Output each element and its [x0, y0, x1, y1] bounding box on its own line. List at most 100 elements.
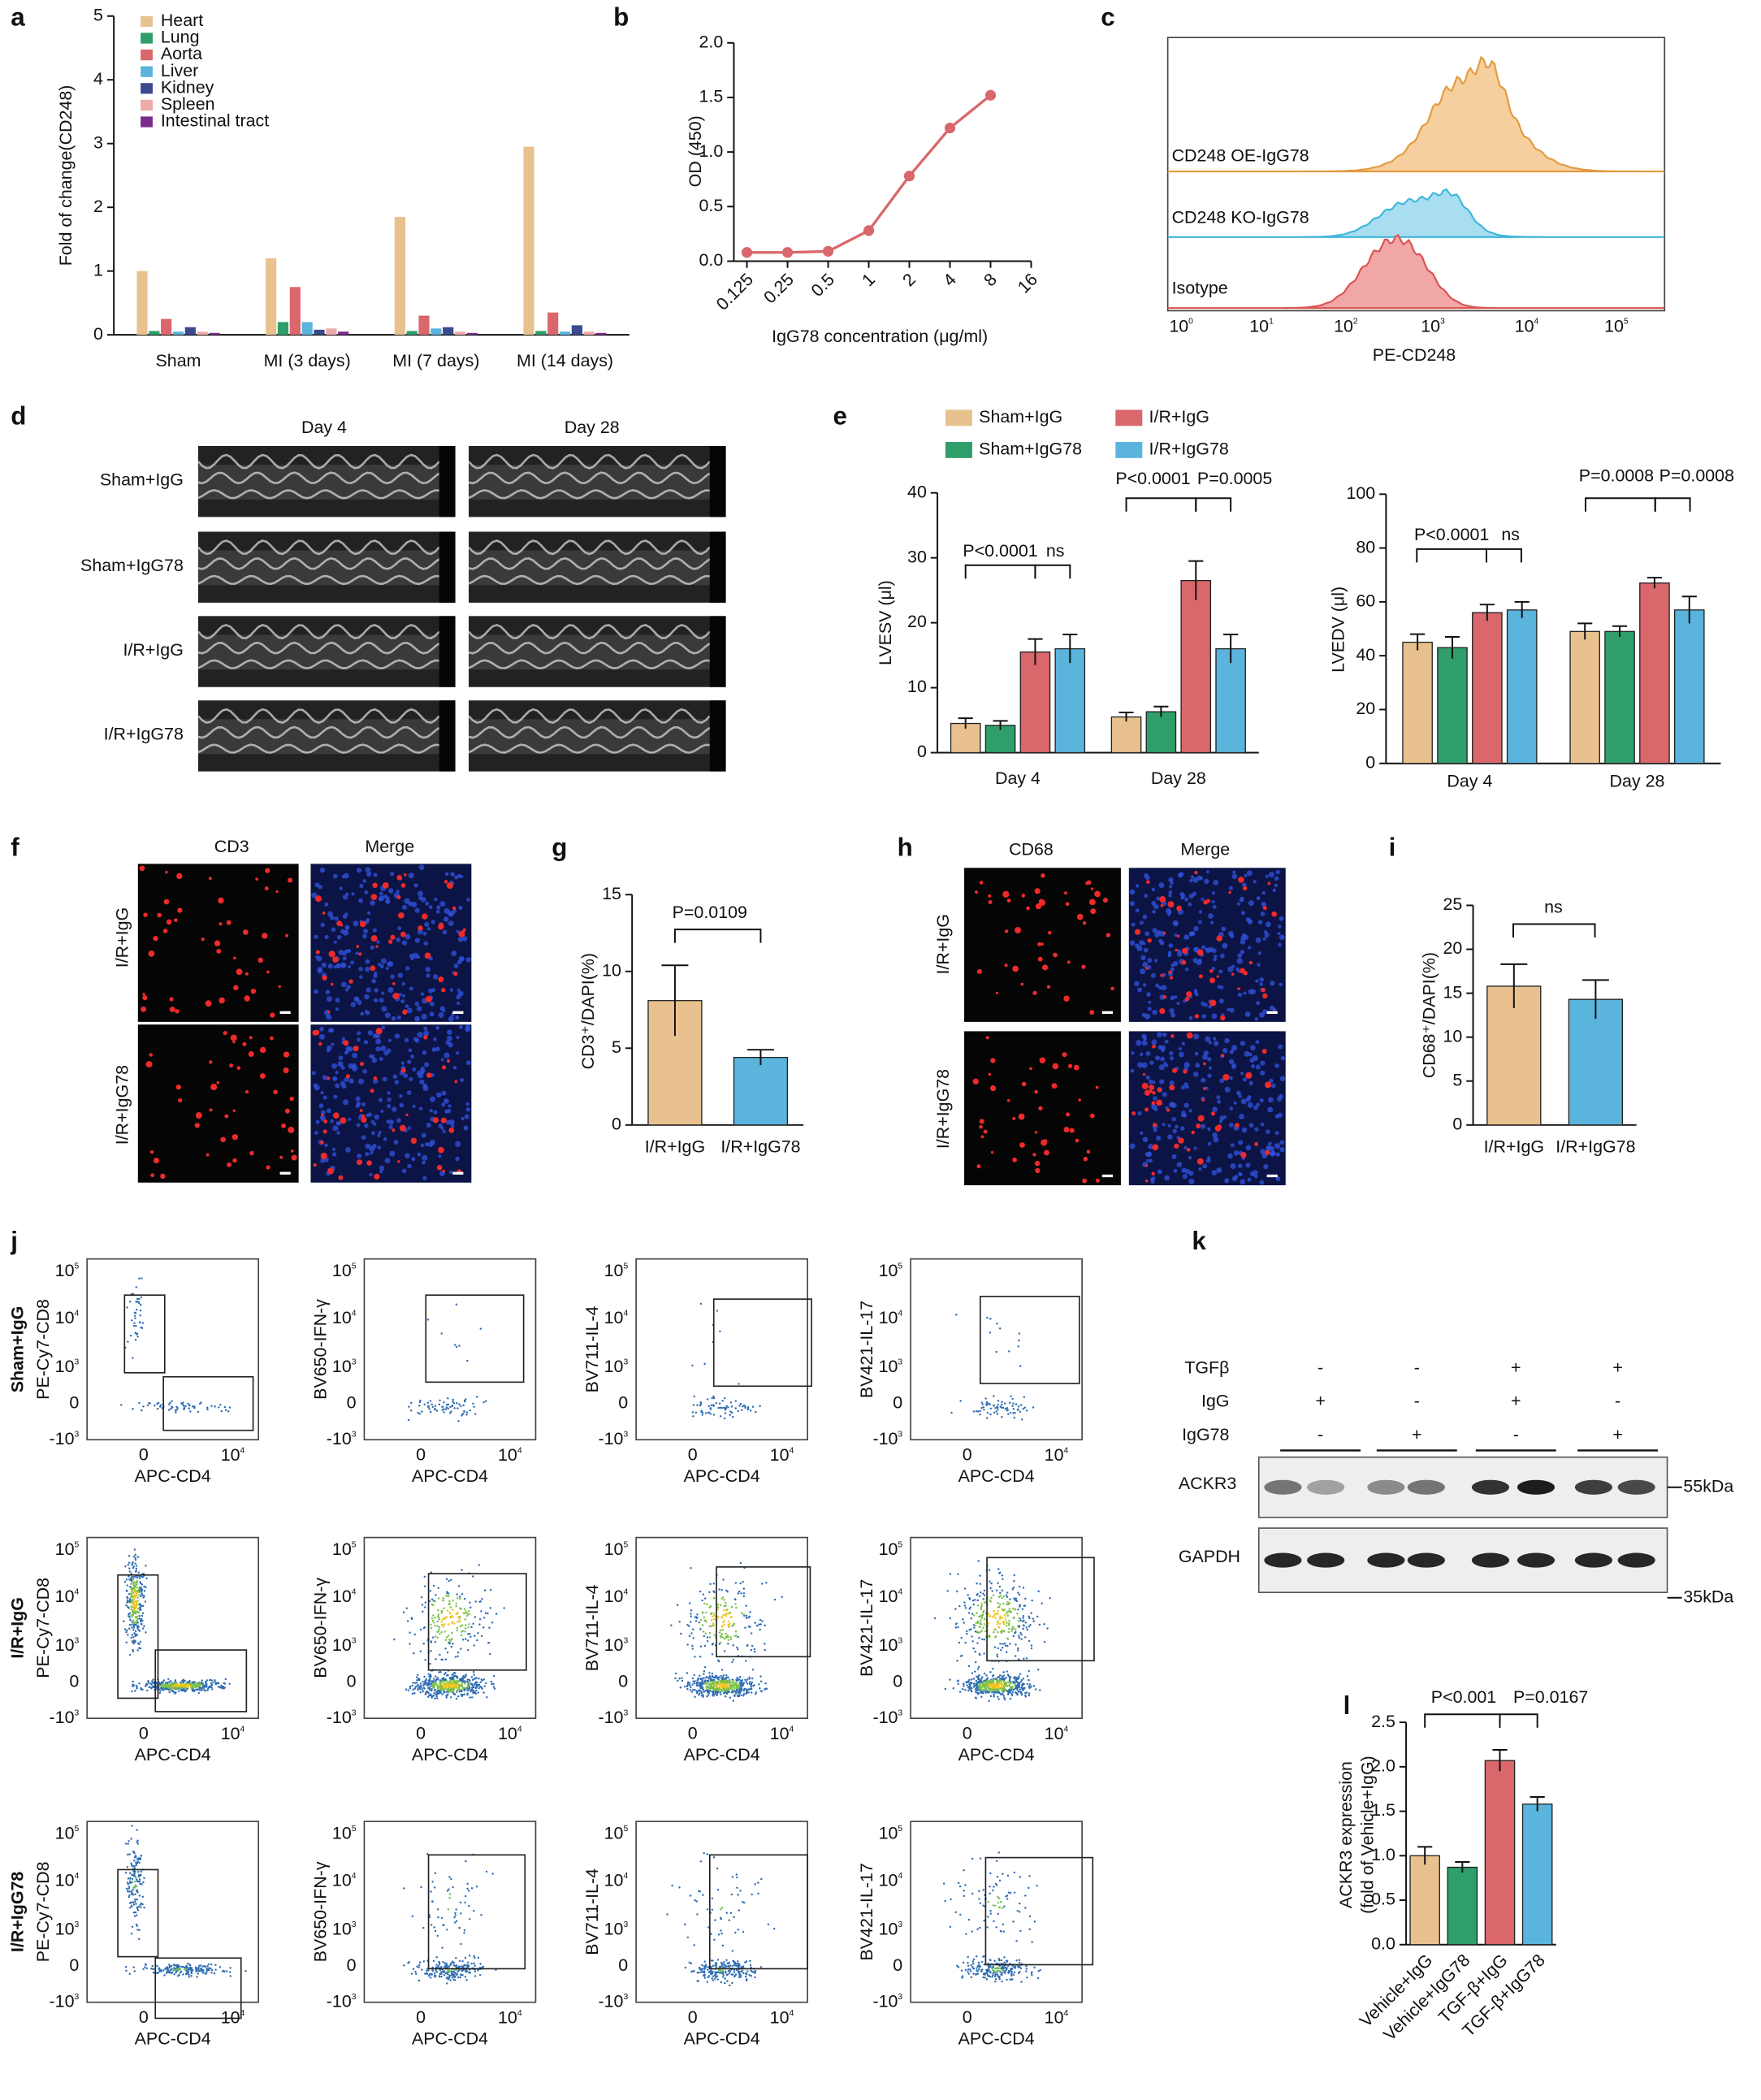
flow-event: [170, 1407, 172, 1410]
stain: [1105, 933, 1111, 937]
flow-event: [1015, 1643, 1017, 1646]
nucleus: [1182, 1173, 1188, 1180]
flow-event: [736, 1646, 738, 1649]
nucleus: [1173, 1168, 1178, 1173]
flow-event: [1022, 1678, 1025, 1680]
nucleus: [401, 940, 408, 946]
bracket: [1654, 497, 1691, 512]
stain: [1034, 1160, 1041, 1167]
flow-event: [1018, 1682, 1021, 1685]
stain: [988, 894, 992, 898]
x-tick-label: 2: [899, 270, 919, 290]
nucleus: [420, 1143, 425, 1148]
flow-event: [689, 1689, 692, 1691]
nucleus: [1207, 1057, 1212, 1062]
nucleus: [455, 1156, 460, 1162]
nucleus: [1183, 1145, 1188, 1150]
nucleus: [431, 1047, 437, 1052]
flow-event: [710, 1613, 712, 1615]
stain: [1012, 1157, 1017, 1163]
nucleus: [366, 871, 372, 877]
stain: [1181, 959, 1187, 965]
nucleus: [1255, 1064, 1261, 1070]
nucleus: [1279, 1076, 1286, 1082]
stain: [345, 1074, 351, 1079]
flow-event: [1003, 1642, 1006, 1645]
nucleus: [364, 890, 369, 894]
nucleus: [414, 1001, 420, 1007]
flow-event: [719, 1330, 721, 1333]
flow-event: [957, 1682, 959, 1686]
flow-event: [432, 1622, 435, 1624]
tick-base: 10: [879, 1261, 898, 1280]
nucleus: [1216, 1167, 1222, 1173]
nucleus: [314, 882, 320, 888]
gate: [123, 1294, 166, 1374]
nucleus: [1190, 931, 1196, 937]
flow-event: [175, 1411, 177, 1414]
flow-event: [129, 1618, 132, 1622]
flow-event: [694, 1695, 696, 1699]
flow-event: [738, 1590, 741, 1593]
flow-event: [998, 1603, 1002, 1606]
flow-event: [428, 1694, 431, 1697]
flow-event: [1028, 1683, 1032, 1686]
flow-event: [694, 1688, 696, 1691]
flow-event: [411, 1684, 413, 1687]
flow-event: [734, 1407, 737, 1409]
flow-event: [156, 1407, 159, 1410]
error-bar: [1681, 595, 1697, 624]
nucleus: [1236, 902, 1240, 906]
flow-event: [980, 1614, 983, 1617]
flow-event: [429, 1590, 432, 1592]
flow-event: [703, 1691, 706, 1693]
flow-event: [493, 1687, 496, 1690]
flow-event: [1009, 1686, 1012, 1688]
bar: [443, 327, 454, 336]
flow-event: [130, 1583, 133, 1585]
flow-event: [139, 1640, 142, 1643]
flow-event: [442, 1597, 444, 1600]
nucleus: [311, 892, 318, 898]
nucleus: [1207, 1127, 1211, 1132]
flow-event: [1014, 1628, 1017, 1630]
stain: [1167, 901, 1175, 908]
echo-wave: [468, 641, 711, 655]
nucleus: [401, 981, 406, 986]
flow-event: [728, 1691, 730, 1693]
flow-event: [1009, 1411, 1012, 1414]
stain: [219, 997, 225, 1004]
flow-event: [426, 1401, 430, 1404]
nucleus: [1170, 1012, 1176, 1018]
nucleus: [1167, 1124, 1171, 1128]
stain: [195, 1112, 202, 1119]
nucleus: [390, 974, 395, 979]
flow-event: [410, 1401, 413, 1405]
y-tick-label: 2.0: [699, 32, 723, 51]
flow-event: [141, 1688, 144, 1691]
flow-event: [427, 1673, 430, 1675]
nucleus: [1155, 983, 1160, 988]
flow-event: [134, 1575, 137, 1578]
flow-event: [1018, 1593, 1021, 1596]
flow-event: [737, 1695, 739, 1698]
echo-wave: [197, 556, 440, 570]
stain: [206, 1153, 210, 1157]
flow-event: [438, 1626, 441, 1629]
flow-event: [982, 1598, 985, 1600]
stain: [1152, 1091, 1156, 1095]
row-label: Sham+IgG78: [80, 556, 184, 575]
nucleus: [1214, 955, 1218, 959]
flow-event: [128, 1612, 132, 1615]
tick-base: -10: [327, 1708, 352, 1727]
flow-event: [708, 1591, 711, 1594]
nucleus: [1240, 1179, 1246, 1185]
nucleus: [1270, 1150, 1276, 1156]
nucleus: [1148, 1000, 1152, 1004]
flow-event: [1013, 1416, 1016, 1419]
histogram-label: Isotype: [1172, 279, 1228, 298]
stain: [438, 1146, 444, 1154]
stain: [219, 922, 223, 926]
nucleus: [1188, 1178, 1195, 1185]
flow-event: [997, 1676, 1001, 1678]
